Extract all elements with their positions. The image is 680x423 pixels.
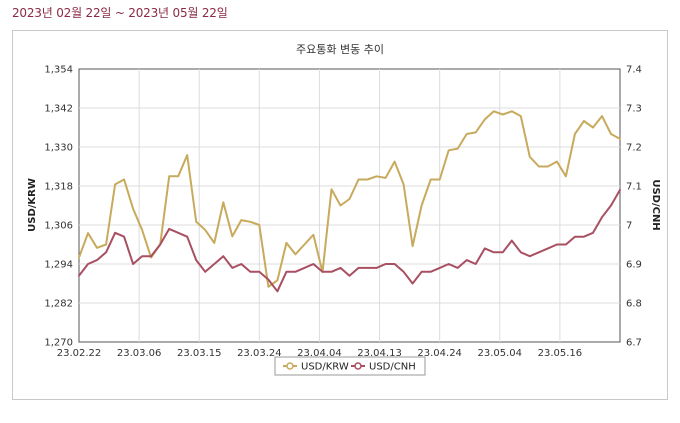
date-range-label: 2023년 02월 22일 ~ 2023년 05월 22일 [12,6,228,20]
left-tick-label: 1,330 [44,143,73,154]
chart-title: 주요통화 변동 추이 [296,43,384,56]
left-tick-label: 1,270 [44,338,73,349]
grid [78,68,621,343]
right-tick-label: 7.2 [626,143,642,154]
legend[interactable]: USD/KRW USD/CNH [274,356,426,376]
left-tick-label: 1,318 [44,182,73,193]
legend-box [274,356,426,376]
x-tick-label: 23.02.22 [57,348,102,359]
right-tick-label: 7.3 [626,104,642,115]
x-tick-label: 23.03.24 [237,348,282,359]
right-axis-title: USD/CNH [650,179,661,230]
series-line-usd-cnh [78,188,621,293]
x-tick-label: 23.05.04 [478,348,523,359]
right-tick-label: 6.9 [626,260,642,271]
right-tick-label: 7.4 [626,65,642,76]
x-tick-label: 23.04.13 [357,348,402,359]
left-axis-title: USD/KRW [27,178,38,232]
x-tick-label: 23.04.04 [297,348,342,359]
chart-panel: 주요통화 변동 추이 1,270 6.7 1,282 6.8 1,294 6.9 1,306… [12,30,668,400]
series-line-usd-krw [78,110,621,288]
right-tick-label: 6.8 [626,299,642,310]
left-tick-label: 1,294 [44,260,73,271]
series-lines [78,110,621,293]
x-tick-label: 23.05.16 [538,348,583,359]
exchange-rate-chart: 주요통화 변동 추이 1,270 6.7 1,282 6.8 1,294 6.9 1,306… [27,43,661,376]
legend-marker [286,362,294,370]
right-tick-label: 7.1 [626,182,642,193]
left-tick-label: 1,342 [44,104,73,115]
x-tick-label: 23.03.06 [117,348,162,359]
right-tick-label: 7 [626,221,632,232]
right-tick-label: 6.7 [626,338,642,349]
plot-frame [78,68,621,343]
left-tick-label: 1,282 [44,299,73,310]
axes: 1,270 6.7 1,282 6.8 1,294 6.9 1,306 7 1,318 7.1 1,… [44,65,642,360]
legend-marker [354,362,362,370]
left-tick-label: 1,306 [44,221,73,232]
x-tick-label: 23.03.15 [177,348,222,359]
legend-label[interactable]: USD/KRW [301,362,349,373]
x-tick-label: 23.04.24 [417,348,462,359]
left-tick-label: 1,354 [44,65,73,76]
legend-label[interactable]: USD/CNH [369,362,416,373]
